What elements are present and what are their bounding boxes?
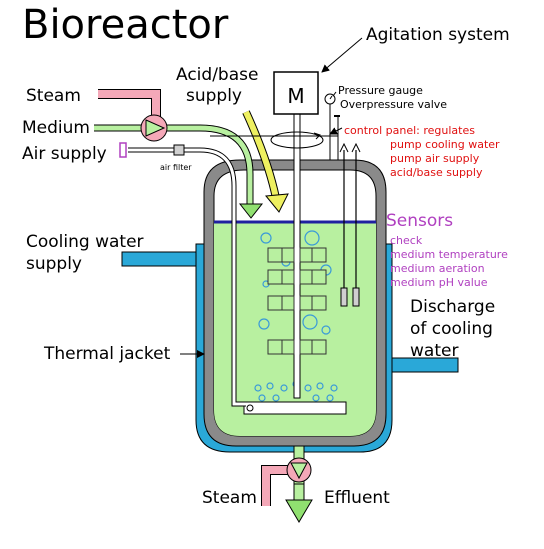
air-filter (173, 144, 185, 156)
effluent-arrow (285, 499, 313, 523)
sensors-heading: Sensors (386, 211, 453, 231)
thermal-jacket-label: Thermal jacket (43, 344, 171, 364)
discharge-label-2: of cooling (410, 319, 493, 339)
control-panel-leader (329, 127, 343, 135)
medium-flow-arrow (238, 203, 264, 219)
sensors-item-3: medium aeration (390, 262, 485, 275)
agitator-shaft (293, 107, 301, 399)
sensors-item-1: check (390, 234, 423, 247)
medium-label: Medium (22, 118, 90, 138)
acid-base-label-2: supply (186, 86, 242, 106)
air-sparger (243, 401, 347, 415)
acid-base-label-1: Acid/base (176, 65, 258, 85)
aeration-bubbles (254, 230, 338, 402)
diagram-title: Bioreactor (22, 2, 229, 48)
motor-label: M (287, 84, 304, 108)
overpressure-valve-label: Overpressure valve (340, 98, 447, 111)
steam-bottom-label: Steam (202, 488, 257, 508)
control-panel-item-3: acid/base supply (390, 166, 483, 179)
air-supply-inlet (119, 142, 127, 158)
sensor-probes (339, 142, 361, 307)
sensors-item-2: medium temperature (390, 248, 508, 261)
agitation-system-label: Agitation system (366, 25, 510, 45)
acid-base-arrow (265, 193, 289, 213)
sensors-item-4: medium pH value (390, 276, 488, 289)
effluent-label: Effluent (324, 488, 390, 508)
control-panel-title: control panel: regulates (344, 124, 475, 137)
air-filter-label: air filter (160, 163, 192, 172)
pressure-gauge-label: Pressure gauge (338, 84, 423, 97)
agitation-leader (321, 37, 363, 73)
cooling-supply-label-1: Cooling water (26, 232, 144, 252)
control-panel-item-2: pump air supply (390, 152, 480, 165)
motor-box (273, 71, 319, 115)
pressure-gauge-leader (332, 91, 337, 97)
impeller-blades (267, 247, 327, 355)
air-supply-label: Air supply (22, 144, 107, 164)
discharge-label-3: water (410, 341, 458, 361)
rotation-indicator (270, 131, 324, 149)
discharge-label-1: Discharge (410, 297, 495, 317)
cooling-supply-label-2: supply (26, 254, 82, 274)
control-panel-item-1: pump cooling water (390, 138, 500, 151)
steam-top-label: Steam (26, 86, 81, 106)
